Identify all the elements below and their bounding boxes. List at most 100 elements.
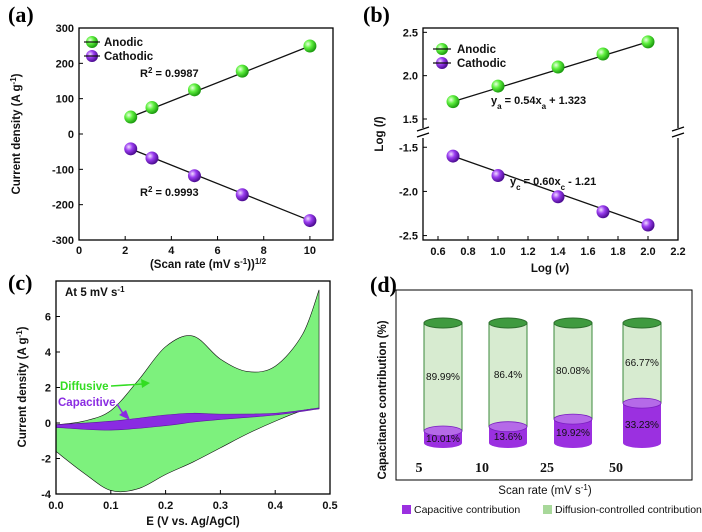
capacitive-value-label: 10.01% [426, 434, 460, 445]
cathodic-data-point [235, 188, 249, 202]
anodic-data-point [303, 39, 317, 53]
panel-d-xlabel: Scan rate (mV s-1) [498, 483, 592, 498]
panel-a-ylabel: Current density (A g-1) [9, 73, 24, 194]
diffusive-arrow-line [110, 383, 144, 387]
axis-break-left-mark-2 [416, 132, 430, 138]
anodic-data-point [235, 64, 249, 78]
category-label: 25 [540, 461, 554, 476]
x-tick-label: 0.6 [430, 246, 445, 258]
anodic-log-data-point [551, 60, 565, 74]
capacitive-value-label: 13.6% [494, 432, 522, 443]
cathodic-fit-line [130, 148, 311, 222]
y-tick-label: 300 [56, 23, 74, 35]
panel-d-ylabel: Capacitance contribution (%) [377, 320, 389, 479]
panel-label-b: (b) [363, 2, 390, 27]
diffusion-bar-top [622, 317, 662, 329]
y-tick-label: -2.0 [399, 186, 418, 198]
x-tick-label: 0 [76, 245, 82, 257]
cathodic-equation: yc = 0.60xc - 1.21 [510, 176, 596, 192]
diffusion-bar-top [423, 317, 463, 329]
capacitive-bar-bottom [489, 438, 527, 448]
legend-b-cathodic-label: Cathodic [457, 58, 507, 70]
capacitive-value-label: 19.92% [556, 428, 590, 439]
y-tick-label: -300 [52, 235, 74, 247]
capacitive-bar-bottom [554, 438, 592, 448]
diffusion-value-label: 66.77% [625, 358, 659, 369]
legend-diffusion-label: Diffusion-controlled contribution [555, 504, 702, 516]
capacitive-bar [554, 419, 592, 443]
y-tick-label: 2.0 [403, 71, 418, 83]
legend-b-anodic-label: Anodic [457, 44, 497, 56]
capacitive-bar-top [423, 425, 463, 437]
panel-a-xlabel: (Scan rate (mV s-1))1/2 [150, 257, 267, 272]
x-tick-label: 0.8 [460, 246, 475, 258]
y-tick-label: 4 [45, 347, 52, 359]
capacitive-bar-top [622, 397, 662, 409]
category-label: 10 [475, 461, 489, 476]
diffusion-bar-top [488, 317, 528, 329]
diffusion-value-label: 80.08% [556, 366, 590, 377]
panel-label-a: (a) [8, 2, 34, 27]
x-tick-label: 2.0 [640, 246, 655, 258]
y-tick-label: -200 [52, 200, 74, 212]
diffusion-value-label: 89.99% [426, 372, 460, 383]
category-label: 5 [416, 461, 423, 476]
anodic-data-point [124, 110, 138, 124]
y-tick-label: -2.5 [399, 231, 418, 243]
legend-diffusion-swatch [543, 505, 552, 514]
diffusion-bar [488, 322, 528, 428]
panel-label-d: (d) [370, 272, 397, 297]
panel-b-chart: 0.6 0.8 1.0 1.2 1.4 1.6 1.8 2.0 2.2 1.5 2.0 2.5 -2.5… [374, 27, 686, 275]
category-label: 50 [609, 461, 623, 476]
capacitive-value-label: 33.23% [625, 420, 659, 431]
y-tick-label: 1.5 [403, 114, 418, 126]
cathodic-data-point [187, 169, 201, 183]
x-tick-label: 0.0 [48, 500, 63, 512]
capacitive-bar-top [488, 421, 528, 433]
x-tick-label: 1.0 [490, 246, 505, 258]
axis-break-right-gap [672, 128, 684, 138]
x-tick-label: 1.8 [610, 246, 625, 258]
anodic-data-point [187, 83, 201, 97]
anodic-log-data-point [641, 35, 655, 49]
axis-break-left-mark-1 [416, 126, 430, 132]
cathodic-data-point [124, 142, 138, 156]
panel-c-xlabel: E (V vs. Ag/AgCl) [146, 516, 240, 528]
diffusion-bar [553, 322, 593, 420]
x-tick-label: 2 [122, 245, 128, 257]
diffusive-arrowhead [141, 379, 150, 388]
cathodic-log-data-point [641, 218, 655, 232]
capacitive-label: Capacitive [58, 397, 116, 409]
cathodic-data-point [303, 214, 317, 228]
axis-break-right-mark-2 [671, 132, 685, 138]
y-tick-label: 6 [45, 312, 51, 324]
x-tick-label: 8 [261, 245, 267, 257]
panel-label-c: (c) [8, 270, 32, 295]
x-tick-label: 4 [168, 245, 175, 257]
anodic-data-point [145, 101, 159, 114]
y-tick-label: -4 [41, 489, 52, 501]
y-tick-label: 100 [56, 94, 74, 106]
cathodic-log-data-point [596, 205, 610, 219]
cathodic-data-point [145, 151, 159, 165]
capacitive-bar-top [553, 413, 593, 425]
legend-capacitive-label: Capacitive contribution [414, 504, 520, 516]
panel-c-chart: 0.0 0.1 0.2 0.3 0.4 0.5 -4 -2 0 2 4 6 At 5 mV s-1 C… [15, 280, 338, 528]
x-tick-label: 0.1 [103, 500, 118, 512]
cathodic-log-fit-line [452, 155, 649, 226]
x-tick-label: 2.2 [670, 246, 685, 258]
x-tick-label: 0.4 [268, 500, 284, 512]
axis-break-right-mark-1 [671, 126, 685, 132]
anodic-equation: ya = 0.54xa + 1.323 [491, 95, 586, 111]
panel-c-ylabel: Current density (A g-1) [15, 326, 30, 447]
capacitive-bar-bottom [623, 438, 661, 448]
legend-cathodic-label: Cathodic [104, 51, 154, 63]
diffusion-bar-top [553, 317, 593, 329]
axis-break-left-gap [417, 128, 429, 138]
panel-c-title: At 5 mV s-1 [65, 285, 125, 300]
y-tick-label: 200 [56, 58, 74, 70]
x-tick-label: 6 [214, 245, 220, 257]
x-tick-label: 0.2 [158, 500, 173, 512]
capacitive-area [55, 407, 320, 431]
